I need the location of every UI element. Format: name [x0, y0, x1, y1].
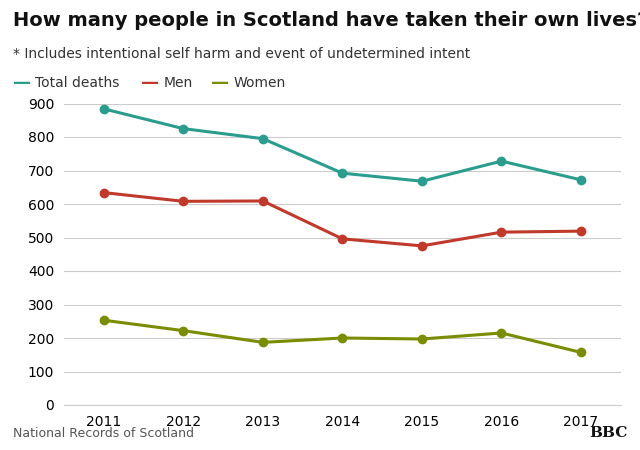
Women [339, 335, 346, 341]
Text: —: — [141, 74, 159, 92]
Men [100, 190, 108, 195]
Women [577, 350, 585, 355]
Line: Women: Women [100, 316, 585, 356]
Text: How many people in Scotland have taken their own lives?: How many people in Scotland have taken t… [13, 11, 640, 30]
Text: —: — [13, 74, 31, 92]
Total deaths [577, 177, 585, 183]
Total deaths [259, 136, 267, 141]
Total deaths [100, 106, 108, 112]
Total deaths [179, 126, 187, 131]
Line: Men: Men [100, 189, 585, 250]
Men [418, 243, 426, 248]
Line: Total deaths: Total deaths [100, 105, 585, 185]
Men [339, 236, 346, 242]
Women [100, 318, 108, 323]
Total deaths [418, 179, 426, 184]
Men [577, 229, 585, 234]
Text: National Records of Scotland: National Records of Scotland [13, 427, 194, 440]
Text: —: — [211, 74, 229, 92]
Text: BBC: BBC [589, 426, 627, 440]
Women [259, 340, 267, 345]
Text: Women: Women [234, 76, 286, 90]
Women [498, 330, 506, 336]
Total deaths [339, 171, 346, 176]
Text: Men: Men [163, 76, 193, 90]
Men [498, 230, 506, 235]
Men [259, 198, 267, 204]
Text: Total deaths: Total deaths [35, 76, 120, 90]
Total deaths [498, 158, 506, 164]
Men [179, 198, 187, 204]
Women [179, 328, 187, 333]
Text: * Includes intentional self harm and event of undetermined intent: * Includes intentional self harm and eve… [13, 47, 470, 61]
Women [418, 336, 426, 342]
